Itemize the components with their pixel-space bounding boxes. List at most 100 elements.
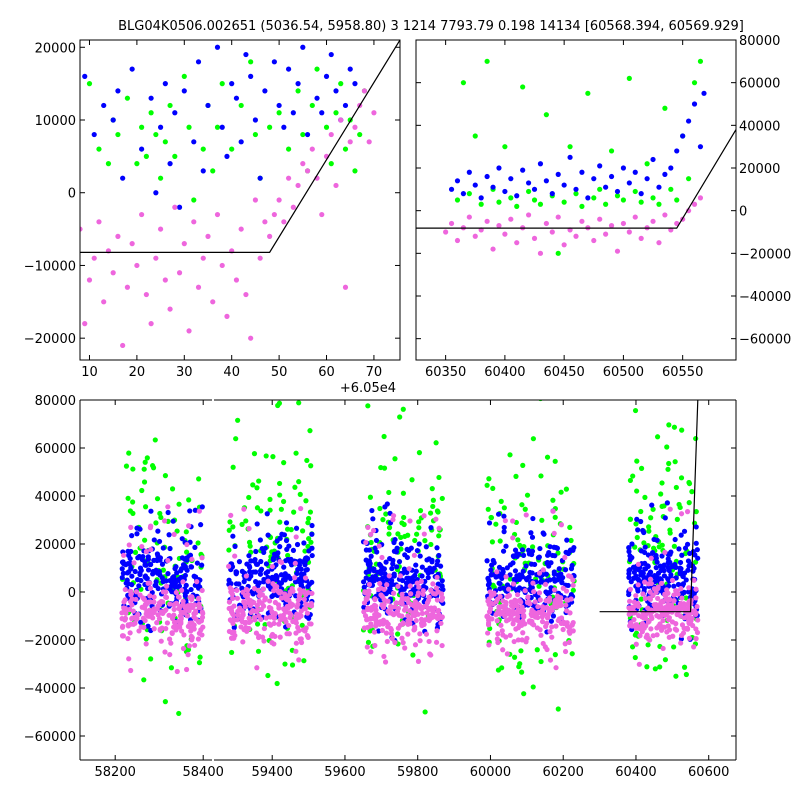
full-pink-point xyxy=(560,626,566,633)
full-pink-point xyxy=(654,613,660,619)
full-blue-point xyxy=(389,565,395,572)
full-pink-point xyxy=(261,625,267,632)
full-pink-point xyxy=(143,548,149,555)
zoom-pink-point xyxy=(157,226,164,232)
full-pink-point xyxy=(521,608,527,614)
full-pink-point xyxy=(667,506,673,512)
full-pink-point xyxy=(164,620,171,626)
full-pink-point xyxy=(391,612,397,618)
full-pink-point xyxy=(527,619,533,625)
recent-frame xyxy=(415,39,737,361)
full-blue-point xyxy=(626,548,632,555)
full-pink-point xyxy=(180,579,186,585)
recent-pink-point xyxy=(591,237,597,244)
full-pink-point xyxy=(678,586,684,592)
zoom-plot-area xyxy=(80,40,400,349)
recent-xtick-label: 60400 xyxy=(484,365,525,380)
zoom-pink-point xyxy=(143,291,149,298)
full-pink-point xyxy=(522,588,528,594)
full-pink-point xyxy=(417,631,423,637)
full-pink-point xyxy=(176,594,182,600)
zoom-pink-point xyxy=(186,328,192,334)
full-blue-point xyxy=(662,515,668,521)
zoom-pink-point xyxy=(285,175,292,181)
recent-green-point xyxy=(585,90,591,96)
full-pink-point xyxy=(302,606,309,612)
zoom-pink-point xyxy=(295,182,301,189)
full-pink-point xyxy=(439,614,445,620)
full-blue-point xyxy=(641,574,647,580)
full-pink-point xyxy=(123,610,129,616)
full-pink-point xyxy=(185,623,191,630)
zoom-blue-point xyxy=(229,81,235,87)
full-pink-point xyxy=(169,615,176,622)
recent-green-point xyxy=(514,203,520,209)
zoom-pink-point xyxy=(134,262,140,269)
zoom-blue-point xyxy=(153,190,159,196)
full-pink-point xyxy=(376,543,382,549)
full-pink-point xyxy=(271,620,277,627)
zoom-green-point xyxy=(139,124,145,130)
full-pink-point xyxy=(138,624,144,630)
zoom-pink-point xyxy=(86,277,93,283)
zoom-green-point xyxy=(167,102,173,109)
full-green-point xyxy=(529,544,536,550)
full-pink-point xyxy=(547,628,553,635)
full-pink-point xyxy=(180,601,186,607)
full-pink-point xyxy=(120,633,126,639)
full-pink-point xyxy=(426,638,432,645)
full-green-point xyxy=(627,516,633,522)
full-pink-point xyxy=(178,587,185,593)
full-pink-point xyxy=(406,566,412,572)
full-pink-point xyxy=(370,527,377,534)
full-blue-point xyxy=(435,558,441,564)
zoom-blue-point xyxy=(352,81,358,87)
full-blue-point xyxy=(569,562,575,569)
zoom-green-point xyxy=(248,59,254,65)
full-green-point xyxy=(291,509,297,515)
recent-green-point xyxy=(531,197,538,203)
full-blue-point xyxy=(504,582,511,588)
zoom-blue-point xyxy=(200,168,206,174)
full-blue-point xyxy=(391,548,398,554)
full-pink-point xyxy=(390,517,396,523)
full-pink-point xyxy=(169,630,175,637)
recent-pink-point xyxy=(537,250,544,256)
full-pink-point xyxy=(173,601,180,607)
full-green-point xyxy=(142,537,148,543)
full-pink-point xyxy=(245,599,251,606)
full-pink-point xyxy=(305,634,311,640)
full-blue-point xyxy=(294,571,300,577)
full-blue-point xyxy=(547,544,553,550)
recent-green-point xyxy=(691,80,698,86)
zoom-green-point xyxy=(153,131,159,138)
full-green-point xyxy=(127,508,133,514)
recent-green-point xyxy=(466,191,472,197)
full-blue-point xyxy=(545,552,551,558)
full-blue-point xyxy=(361,604,367,610)
full-blue-point xyxy=(363,569,369,575)
full-green-point xyxy=(386,525,393,531)
recent-blue-point xyxy=(520,167,526,173)
full-pink-point xyxy=(199,632,205,638)
zoom-pink-point xyxy=(80,226,83,232)
full-pink-point xyxy=(127,606,133,613)
full-pink-point xyxy=(500,632,506,638)
full-pink-point xyxy=(502,606,508,612)
full-pink-point xyxy=(553,623,559,629)
full-green-point xyxy=(301,658,307,664)
full-pink-point xyxy=(121,599,127,605)
full-green-point xyxy=(666,422,672,428)
full-blue-point xyxy=(283,537,290,544)
full-pink-point xyxy=(510,581,517,587)
full-pink-point xyxy=(157,626,163,632)
full-green-point xyxy=(267,496,273,502)
zoom-pink-point xyxy=(347,139,353,145)
full-green-point xyxy=(386,531,392,537)
recent-blue-point xyxy=(561,182,567,188)
full-pink-point xyxy=(662,591,668,597)
recent-green-point xyxy=(496,199,502,205)
full-pink-point xyxy=(499,628,505,634)
full-green-point xyxy=(247,543,253,549)
full-pink-point xyxy=(275,602,282,608)
